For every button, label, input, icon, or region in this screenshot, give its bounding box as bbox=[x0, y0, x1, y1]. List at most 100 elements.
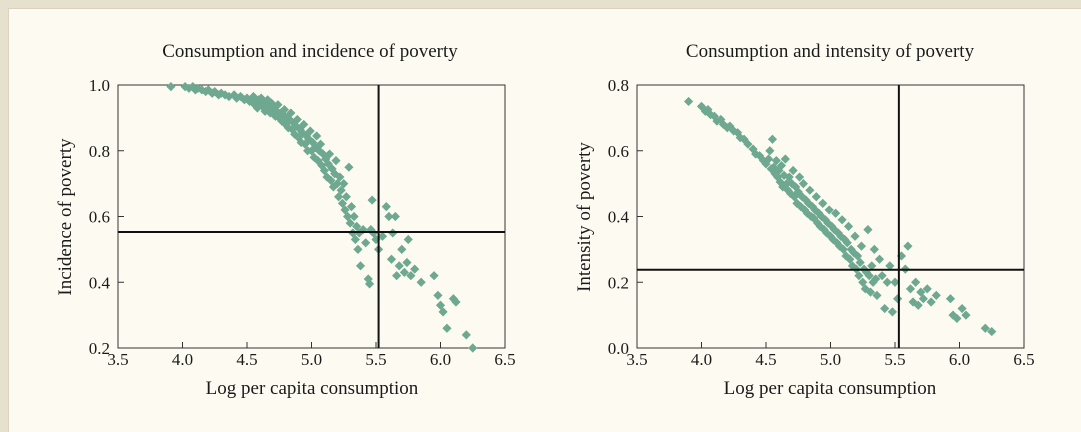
x-tick-label: 3.5 bbox=[107, 350, 128, 369]
data-point bbox=[865, 287, 876, 297]
data-point bbox=[816, 211, 827, 222]
data-point bbox=[887, 307, 898, 317]
data-point bbox=[863, 225, 873, 235]
data-point bbox=[885, 261, 895, 271]
data-point bbox=[277, 116, 287, 126]
data-point bbox=[297, 128, 308, 138]
data-point bbox=[363, 274, 373, 284]
data-point bbox=[784, 172, 794, 182]
y-tick-label: 0.8 bbox=[608, 76, 629, 95]
data-point bbox=[367, 195, 377, 205]
data-point bbox=[353, 244, 363, 254]
data-point bbox=[364, 279, 375, 289]
data-point bbox=[905, 284, 916, 294]
y-tick-label: 0.8 bbox=[89, 142, 110, 161]
data-point bbox=[957, 303, 967, 314]
data-point bbox=[248, 91, 259, 102]
data-point bbox=[913, 300, 923, 310]
x-tick-label: 6.5 bbox=[1013, 350, 1034, 369]
data-point bbox=[333, 192, 344, 202]
y-tick-label: 0.2 bbox=[89, 339, 110, 358]
data-point bbox=[841, 251, 851, 261]
data-point bbox=[751, 149, 761, 159]
data-point bbox=[824, 205, 834, 215]
y-tick-label: 0.4 bbox=[89, 273, 111, 292]
data-point bbox=[294, 133, 304, 143]
data-point bbox=[769, 162, 779, 172]
data-point bbox=[926, 297, 936, 307]
x-tick-label: 6.0 bbox=[430, 350, 451, 369]
data-point bbox=[916, 287, 926, 297]
data-point bbox=[366, 225, 376, 235]
data-point bbox=[871, 274, 881, 284]
data-point bbox=[451, 297, 461, 307]
data-point bbox=[952, 313, 962, 324]
data-point bbox=[377, 231, 388, 241]
data-point bbox=[355, 261, 366, 271]
data-point bbox=[273, 100, 283, 110]
data-point bbox=[850, 231, 860, 241]
data-point bbox=[767, 134, 778, 144]
data-point bbox=[801, 195, 811, 205]
data-point bbox=[216, 88, 226, 98]
data-point bbox=[416, 277, 426, 287]
x-tick-label: 4.5 bbox=[236, 350, 257, 369]
data-point bbox=[783, 185, 793, 195]
data-point bbox=[945, 294, 956, 304]
x-tick-label: 5.0 bbox=[301, 350, 322, 369]
y-tick-label: 1.0 bbox=[89, 76, 110, 95]
data-point bbox=[255, 98, 265, 108]
data-point bbox=[312, 131, 322, 141]
data-point bbox=[908, 297, 918, 307]
data-point bbox=[287, 124, 297, 134]
x-tick-label: 4.0 bbox=[691, 350, 712, 369]
data-point bbox=[346, 202, 357, 212]
data-point bbox=[987, 326, 997, 337]
data-point bbox=[403, 234, 413, 245]
x-axis-label: Log per capita consumption bbox=[206, 378, 419, 399]
y-axis-label: Intensity of poverty bbox=[574, 142, 595, 292]
data-point bbox=[847, 261, 858, 271]
data-point bbox=[845, 254, 855, 264]
data-point bbox=[787, 179, 797, 189]
y-axis-label: Incidence of poverty bbox=[55, 138, 76, 296]
data-point bbox=[813, 218, 823, 228]
data-point bbox=[980, 323, 990, 333]
x-tick-label: 5.5 bbox=[884, 350, 905, 369]
data-point bbox=[827, 221, 837, 231]
data-point bbox=[392, 271, 402, 281]
x-tick-label: 5.0 bbox=[820, 350, 841, 369]
data-point bbox=[331, 156, 341, 166]
chart-title: Consumption and incidence of poverty bbox=[162, 41, 458, 62]
data-point bbox=[864, 271, 874, 281]
data-point bbox=[341, 192, 351, 202]
data-point bbox=[283, 123, 293, 133]
data-point bbox=[468, 343, 478, 353]
data-point bbox=[390, 211, 400, 222]
data-point bbox=[323, 159, 333, 169]
data-point bbox=[339, 179, 349, 189]
data-point bbox=[352, 221, 362, 231]
data-point bbox=[833, 228, 843, 238]
data-point bbox=[308, 137, 318, 148]
data-point bbox=[269, 101, 279, 111]
data-point bbox=[890, 277, 900, 287]
data-point bbox=[856, 241, 867, 251]
data-point bbox=[854, 271, 864, 281]
data-point bbox=[896, 251, 907, 261]
data-point bbox=[843, 221, 854, 231]
data-point bbox=[855, 257, 865, 268]
data-point bbox=[410, 264, 420, 274]
data-point bbox=[386, 254, 397, 264]
data-point bbox=[831, 208, 841, 218]
data-point bbox=[809, 213, 819, 223]
incidence-chart: Consumption and incidence of poverty Log… bbox=[55, 41, 516, 399]
data-point bbox=[394, 261, 404, 271]
data-point bbox=[305, 126, 315, 136]
data-point bbox=[743, 139, 753, 149]
figure-panel bbox=[8, 8, 1081, 432]
data-point bbox=[344, 162, 354, 172]
x-axis-label: Log per capita consumption bbox=[724, 378, 937, 399]
data-point bbox=[771, 156, 781, 166]
